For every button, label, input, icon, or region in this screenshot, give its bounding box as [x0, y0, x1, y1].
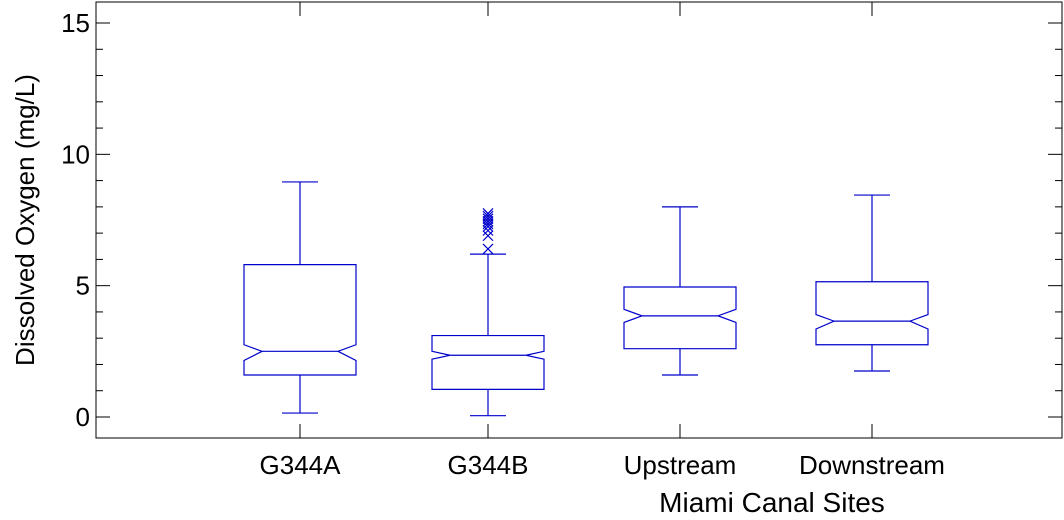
outlier-stroke	[482, 243, 494, 255]
outlier-stroke	[482, 230, 494, 242]
box-downstream	[815, 194, 929, 372]
outlier-stroke	[482, 213, 494, 225]
y-tick-label: 10	[61, 139, 90, 169]
outlier-point	[482, 230, 494, 242]
y-tick-label: 15	[61, 8, 90, 38]
box-body	[815, 281, 929, 346]
box-upstream	[623, 206, 737, 376]
x-tick-label: G344A	[260, 450, 342, 480]
x-axis-tick-labels: G344A G344B Upstream Downstream	[260, 2, 945, 480]
x-axis-label: Miami Canal Sites	[659, 487, 885, 518]
outlier-point	[482, 208, 494, 219]
outlier-point	[482, 218, 494, 230]
outlier-stroke	[482, 221, 494, 232]
outlier-point	[482, 215, 494, 227]
outlier-stroke	[482, 218, 494, 230]
y-axis-label: Dissolved Oxygen (mg/L)	[10, 74, 40, 366]
box-g344b	[431, 208, 545, 417]
outlier-point	[482, 213, 494, 225]
outlier-point	[482, 221, 494, 232]
outlier-point	[482, 243, 494, 255]
box-body	[431, 334, 545, 391]
box-body	[243, 264, 357, 376]
x-tick-label: Downstream	[799, 450, 945, 480]
outlier-stroke	[482, 208, 494, 219]
outlier-point	[482, 210, 494, 222]
box-body	[623, 286, 737, 350]
outlier-stroke	[482, 210, 494, 222]
box-series	[243, 181, 929, 417]
plot-frame	[95, 1, 1063, 439]
x-tick-label: Upstream	[624, 450, 737, 480]
outlier-stroke	[482, 215, 494, 227]
box-g344a	[243, 181, 357, 414]
y-axis-ticks: 0 5 10 15	[61, 8, 1062, 432]
y-tick-label: 0	[76, 402, 90, 432]
y-tick-label: 5	[76, 271, 90, 301]
x-tick-label: G344B	[448, 450, 529, 480]
